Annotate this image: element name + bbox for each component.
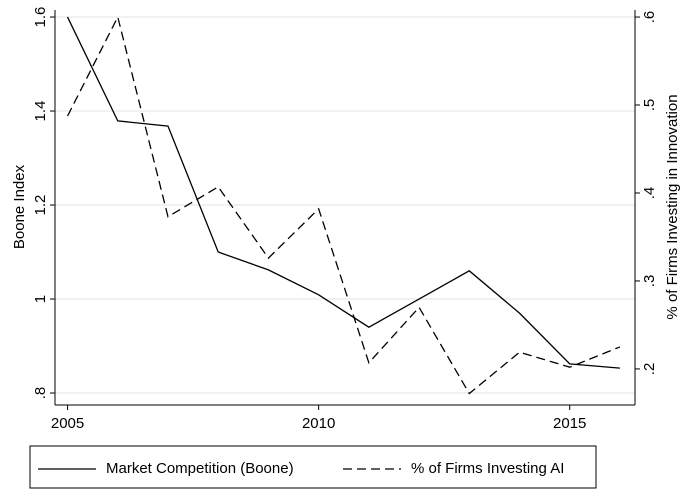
y2-axis-title: % of Firms Investing in Innovation [664,94,681,319]
legend-box [29,445,597,489]
y-tick-label: .8 [32,387,49,400]
y-axis-title: Boone Index [11,164,28,249]
legend-label: Market Competition (Boone) [106,460,294,477]
y-tick-label: 1.4 [32,101,49,122]
series-line [66,15,621,395]
y2-tick-label: .4 [641,187,658,200]
y2-tick-label: .6 [641,11,658,24]
x-tick-label: 2010 [302,415,335,432]
legend-label: % of Firms Investing AI [411,460,564,477]
y2-tick-label: .5 [641,99,658,112]
y-tick-label: 1 [32,295,49,303]
y-tick-label: 1.6 [32,7,49,28]
x-tick-label: 2005 [51,415,84,432]
x-tick-label: 2015 [553,415,586,432]
y2-tick-label: .2 [641,363,658,376]
series-line [66,16,620,369]
y2-tick-label: .3 [641,275,658,288]
y-tick-label: 1.2 [32,195,49,216]
